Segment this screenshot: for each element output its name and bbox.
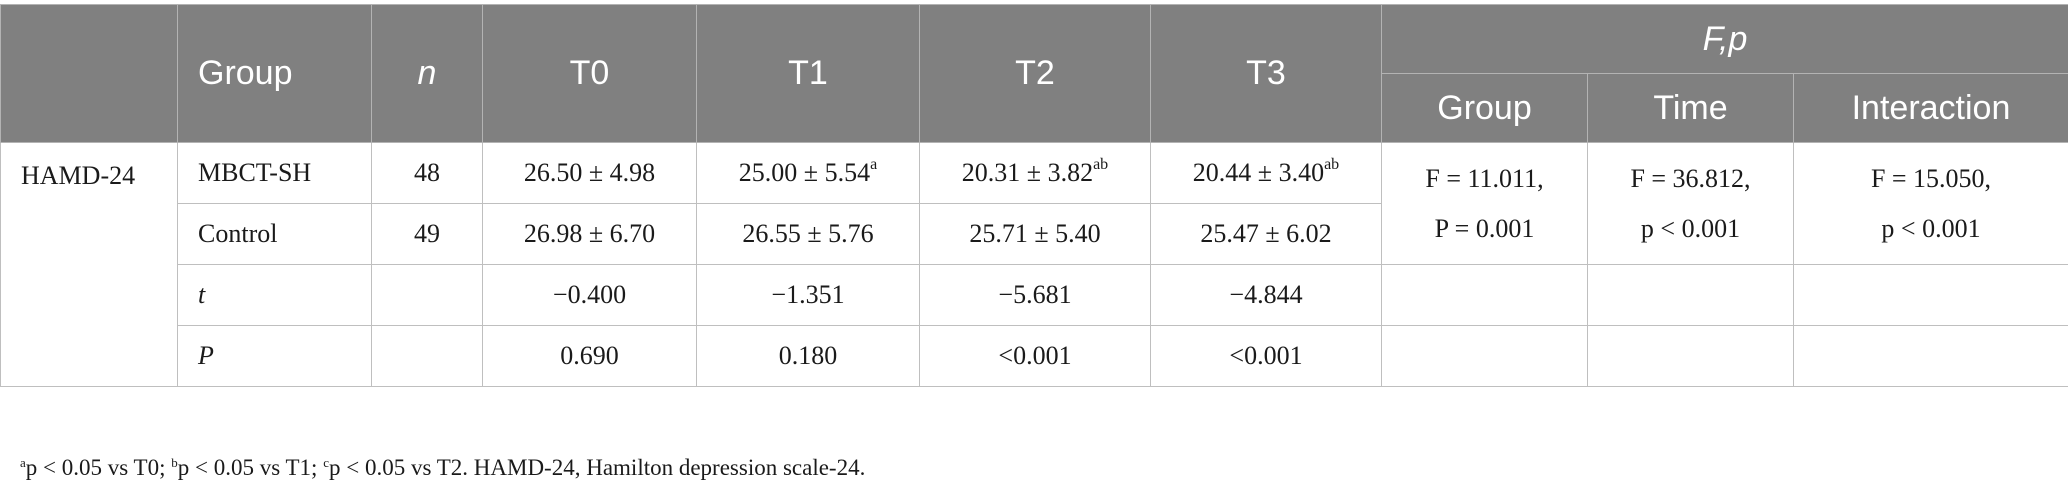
t-t1: −1.351 <box>696 264 920 326</box>
mbct-t2: 20.31 ± 3.82ab <box>919 142 1151 204</box>
t-t3: −4.844 <box>1150 264 1382 326</box>
footnote-c-text: p < 0.05 vs T2. HAMD-24, Hamilton depres… <box>328 455 866 480</box>
stat-time-p: p < 0.001 <box>1640 213 1741 243</box>
mbct-t0: 26.50 ± 4.98 <box>482 142 697 204</box>
control-t3: 25.47 ± 6.02 <box>1150 203 1382 265</box>
mbct-t3-sup: ab <box>1324 156 1340 173</box>
footnote-b-sup: b <box>171 455 178 470</box>
t-t2: −5.681 <box>919 264 1151 326</box>
footnote-b-text: p < 0.05 vs T1; <box>177 455 324 480</box>
t-empty-group <box>1381 264 1588 326</box>
control-t1: 26.55 ± 5.76 <box>696 203 920 265</box>
mbct-group: MBCT-SH <box>177 142 372 204</box>
header-fp-time: Time <box>1587 73 1794 143</box>
table-footnote: ap < 0.05 vs T0; bp < 0.05 vs T1; cp < 0… <box>20 455 865 481</box>
header-row-1: Group n T0 T1 T2 T3 F,p <box>0 4 2068 143</box>
stat-time-f: F = 36.812, <box>1630 163 1751 193</box>
p-t1: 0.180 <box>696 325 920 387</box>
p-empty-time <box>1587 325 1794 387</box>
p-empty-interaction <box>1793 325 2068 387</box>
header-t2: T2 <box>919 4 1151 143</box>
table-row-control: Control 49 26.98 ± 6.70 26.55 ± 5.76 25.… <box>1 203 2068 265</box>
p-t0: 0.690 <box>482 325 697 387</box>
footnote-c-sup: c <box>323 455 329 470</box>
t-t0: −0.400 <box>482 264 697 326</box>
header-t0: T0 <box>482 4 697 143</box>
mbct-t1-sup: a <box>870 156 878 173</box>
header-t1: T1 <box>696 4 920 143</box>
hamd-results-table: Group n T0 T1 T2 T3 F,p Group Time Inter… <box>0 4 2068 387</box>
t-empty-time <box>1587 264 1794 326</box>
scale-label: HAMD-24 <box>0 142 178 387</box>
stat-group-p: P = 0.001 <box>1434 213 1535 243</box>
mbct-t3: 20.44 ± 3.40ab <box>1150 142 1382 204</box>
p-n-empty <box>371 325 483 387</box>
stat-interaction-p: p < 0.001 <box>1881 213 1981 243</box>
stat-time: F = 36.812, p < 0.001 <box>1587 142 1794 265</box>
table-row-t: t −0.400 −1.351 −5.681 −4.844 <box>1 264 2068 326</box>
header-fp-group: Group <box>1381 73 1588 143</box>
footnote-a-text: p < 0.05 vs T0; <box>25 455 172 480</box>
header-fp: F,p <box>1381 4 2068 74</box>
mbct-t1: 25.00 ± 5.54a <box>696 142 920 204</box>
t-empty-interaction <box>1793 264 2068 326</box>
header-group: Group <box>177 4 372 143</box>
header-row-2: Group Time Interaction <box>1 73 2068 143</box>
stat-group-f: F = 11.011, <box>1425 163 1544 193</box>
stat-interaction-f: F = 15.050, <box>1870 163 1992 193</box>
control-group: Control <box>177 203 372 265</box>
control-t0: 26.98 ± 6.70 <box>482 203 697 265</box>
p-t3: <0.001 <box>1150 325 1382 387</box>
stat-group: F = 11.011, P = 0.001 <box>1381 142 1588 265</box>
control-n: 49 <box>371 203 483 265</box>
mbct-t2-sup: ab <box>1093 156 1109 173</box>
header-n: n <box>371 4 483 143</box>
mbct-t2-value: 20.31 ± 3.82 <box>961 158 1094 187</box>
header-fp-interaction: Interaction <box>1793 73 2068 143</box>
mbct-t1-value: 25.00 ± 5.54 <box>738 158 871 187</box>
p-label: P <box>177 325 372 387</box>
mbct-n: 48 <box>371 142 483 204</box>
header-blank <box>0 4 178 143</box>
table-row-p: P 0.690 0.180 <0.001 <0.001 <box>1 325 2068 387</box>
p-empty-group <box>1381 325 1588 387</box>
stat-interaction: F = 15.050, p < 0.001 <box>1793 142 2068 265</box>
table-row-mbct: HAMD-24 MBCT-SH 48 26.50 ± 4.98 25.00 ± … <box>0 142 2068 387</box>
mbct-t3-value: 20.44 ± 3.40 <box>1192 158 1325 187</box>
control-t2: 25.71 ± 5.40 <box>919 203 1151 265</box>
p-t2: <0.001 <box>919 325 1151 387</box>
t-label: t <box>177 264 372 326</box>
t-n-empty <box>371 264 483 326</box>
footnote-a-sup: a <box>20 455 26 470</box>
header-t3: T3 <box>1150 4 1382 143</box>
